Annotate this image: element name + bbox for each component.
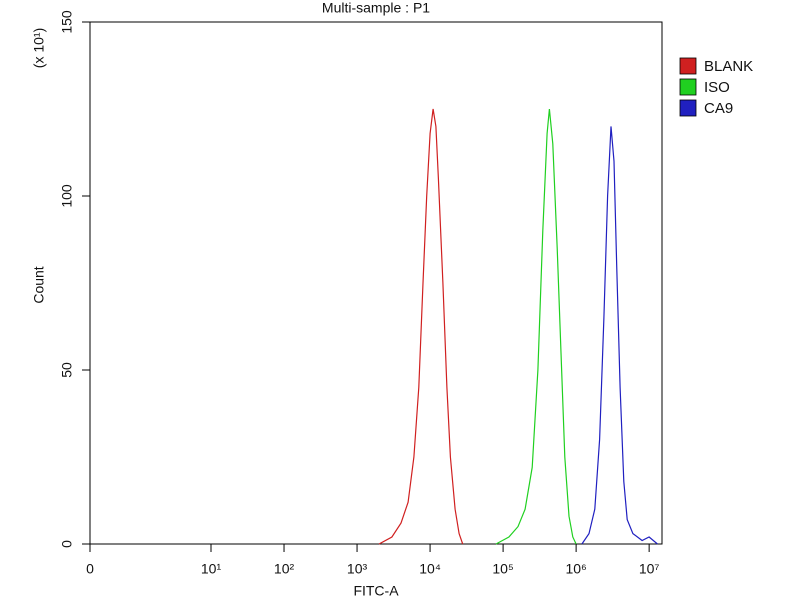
legend-swatch bbox=[679, 57, 697, 75]
series-line bbox=[495, 108, 577, 545]
legend-swatch bbox=[679, 78, 697, 96]
x-axis-label: FITC-A bbox=[353, 583, 399, 599]
y-tick-label: 150 bbox=[59, 10, 75, 34]
x-tick-label: 10⁵ bbox=[492, 561, 513, 577]
plot-frame bbox=[89, 21, 663, 545]
legend-label: ISO bbox=[704, 79, 730, 96]
chart-title: Multi-sample : P1 bbox=[322, 0, 430, 16]
legend-swatch bbox=[679, 99, 697, 117]
series-line bbox=[581, 126, 658, 545]
y-axis-label: Count bbox=[31, 266, 47, 303]
y-tick-label: 50 bbox=[59, 362, 75, 378]
x-tick-label: 10⁷ bbox=[639, 561, 660, 577]
x-tick-label: 10³ bbox=[347, 561, 368, 577]
legend-label: BLANK bbox=[704, 58, 753, 75]
y-tick-label: 0 bbox=[59, 540, 75, 548]
x-tick-label: 0 bbox=[86, 561, 94, 577]
x-tick-label: 10² bbox=[274, 561, 295, 577]
y-multiplier: (x 10¹) bbox=[31, 28, 47, 68]
x-tick-label: 10⁶ bbox=[565, 561, 586, 577]
series-line bbox=[378, 108, 464, 545]
x-tick-label: 10¹ bbox=[201, 561, 222, 577]
y-tick-label: 100 bbox=[59, 184, 75, 208]
legend-label: CA9 bbox=[704, 100, 733, 117]
x-tick-label: 10⁴ bbox=[419, 561, 441, 577]
